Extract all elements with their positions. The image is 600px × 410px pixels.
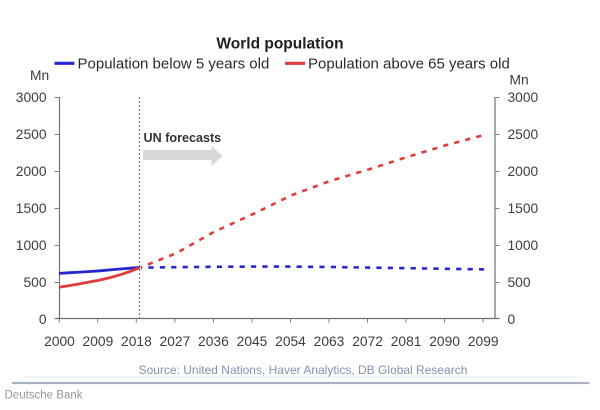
svg-text:500: 500 bbox=[23, 275, 46, 290]
svg-text:2000: 2000 bbox=[508, 164, 539, 179]
svg-text:2036: 2036 bbox=[198, 334, 229, 349]
svg-text:Deutsche Bank: Deutsche Bank bbox=[5, 390, 83, 402]
svg-text:World population: World population bbox=[216, 36, 343, 53]
svg-text:0: 0 bbox=[508, 312, 516, 327]
svg-text:2018: 2018 bbox=[121, 334, 152, 349]
svg-text:2054: 2054 bbox=[275, 334, 306, 349]
svg-text:2045: 2045 bbox=[237, 334, 268, 349]
svg-text:2500: 2500 bbox=[16, 127, 47, 142]
svg-text:1000: 1000 bbox=[508, 238, 539, 253]
svg-text:Population above 65 years old: Population above 65 years old bbox=[308, 56, 510, 73]
svg-text:2099: 2099 bbox=[468, 334, 499, 349]
svg-text:2063: 2063 bbox=[314, 334, 345, 349]
svg-text:2072: 2072 bbox=[352, 334, 383, 349]
svg-text:Mn: Mn bbox=[510, 73, 529, 88]
svg-text:1000: 1000 bbox=[16, 238, 47, 253]
svg-text:2000: 2000 bbox=[44, 334, 75, 349]
svg-text:2500: 2500 bbox=[508, 127, 539, 142]
svg-text:2081: 2081 bbox=[391, 334, 422, 349]
svg-text:1500: 1500 bbox=[16, 201, 47, 216]
svg-text:3000: 3000 bbox=[16, 90, 47, 105]
svg-text:0: 0 bbox=[39, 312, 47, 327]
svg-text:Source: United Nations, Haver: Source: United Nations, Haver Analytics,… bbox=[139, 363, 468, 377]
svg-text:500: 500 bbox=[508, 275, 531, 290]
svg-text:2000: 2000 bbox=[16, 164, 47, 179]
svg-text:3000: 3000 bbox=[508, 90, 539, 105]
svg-text:1500: 1500 bbox=[508, 201, 539, 216]
svg-text:UN forecasts: UN forecasts bbox=[144, 131, 222, 145]
svg-text:Mn: Mn bbox=[30, 68, 49, 83]
svg-text:2027: 2027 bbox=[160, 334, 191, 349]
svg-text:2009: 2009 bbox=[83, 334, 114, 349]
svg-text:2090: 2090 bbox=[429, 334, 460, 349]
svg-text:Population below 5 years old: Population below 5 years old bbox=[78, 56, 270, 73]
